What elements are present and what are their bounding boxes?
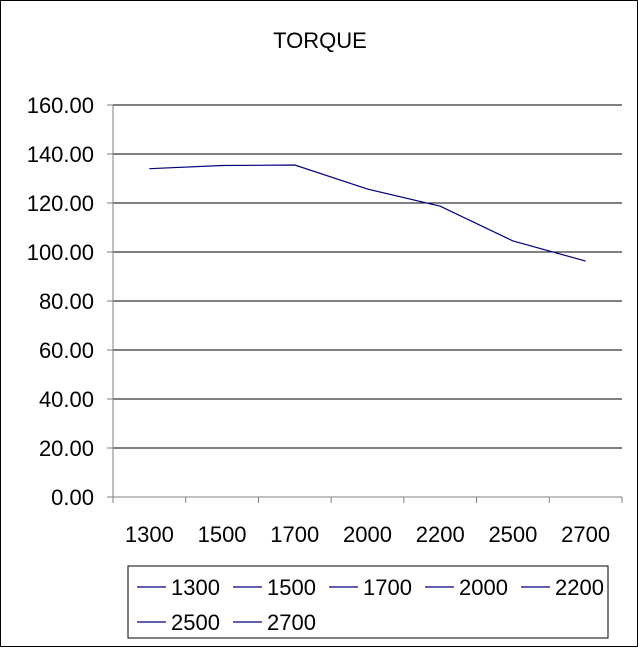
- y-tick-label: 120.00: [27, 191, 94, 216]
- x-tick-label: 1700: [270, 522, 319, 547]
- x-tick-label: 2500: [488, 522, 537, 547]
- legend-label: 2200: [555, 575, 604, 600]
- y-tick-label: 40.00: [39, 387, 94, 412]
- legend-label: 1700: [363, 575, 412, 600]
- legend-label: 2000: [459, 575, 508, 600]
- y-tick-label: 140.00: [27, 142, 94, 167]
- y-tick-label: 80.00: [39, 289, 94, 314]
- y-tick-label: 100.00: [27, 240, 94, 265]
- legend-label: 2500: [171, 610, 220, 635]
- chart-title: TORQUE: [273, 28, 367, 53]
- y-tick-label: 0.00: [51, 485, 94, 510]
- x-tick-label: 1300: [125, 522, 174, 547]
- x-tick-label: 2700: [561, 522, 610, 547]
- y-tick-label: 160.00: [27, 93, 94, 118]
- legend-label: 1500: [267, 575, 316, 600]
- legend: 1300 1500 1700 2000 2200 2500 2700: [128, 566, 608, 638]
- y-tick-label: 20.00: [39, 436, 94, 461]
- x-tick-label: 2000: [343, 522, 392, 547]
- x-tick-label: 1500: [198, 522, 247, 547]
- axes: 0.00 20.00 40.00 60.00 80.00 100.00 120.00 140.…: [27, 93, 622, 547]
- gridlines: [113, 105, 622, 448]
- legend-label: 1300: [171, 575, 220, 600]
- series-lines: [149, 165, 585, 261]
- series-line: [149, 165, 585, 261]
- y-tick-label: 60.00: [39, 338, 94, 363]
- x-tick-label: 2200: [416, 522, 465, 547]
- legend-label: 2700: [267, 610, 316, 635]
